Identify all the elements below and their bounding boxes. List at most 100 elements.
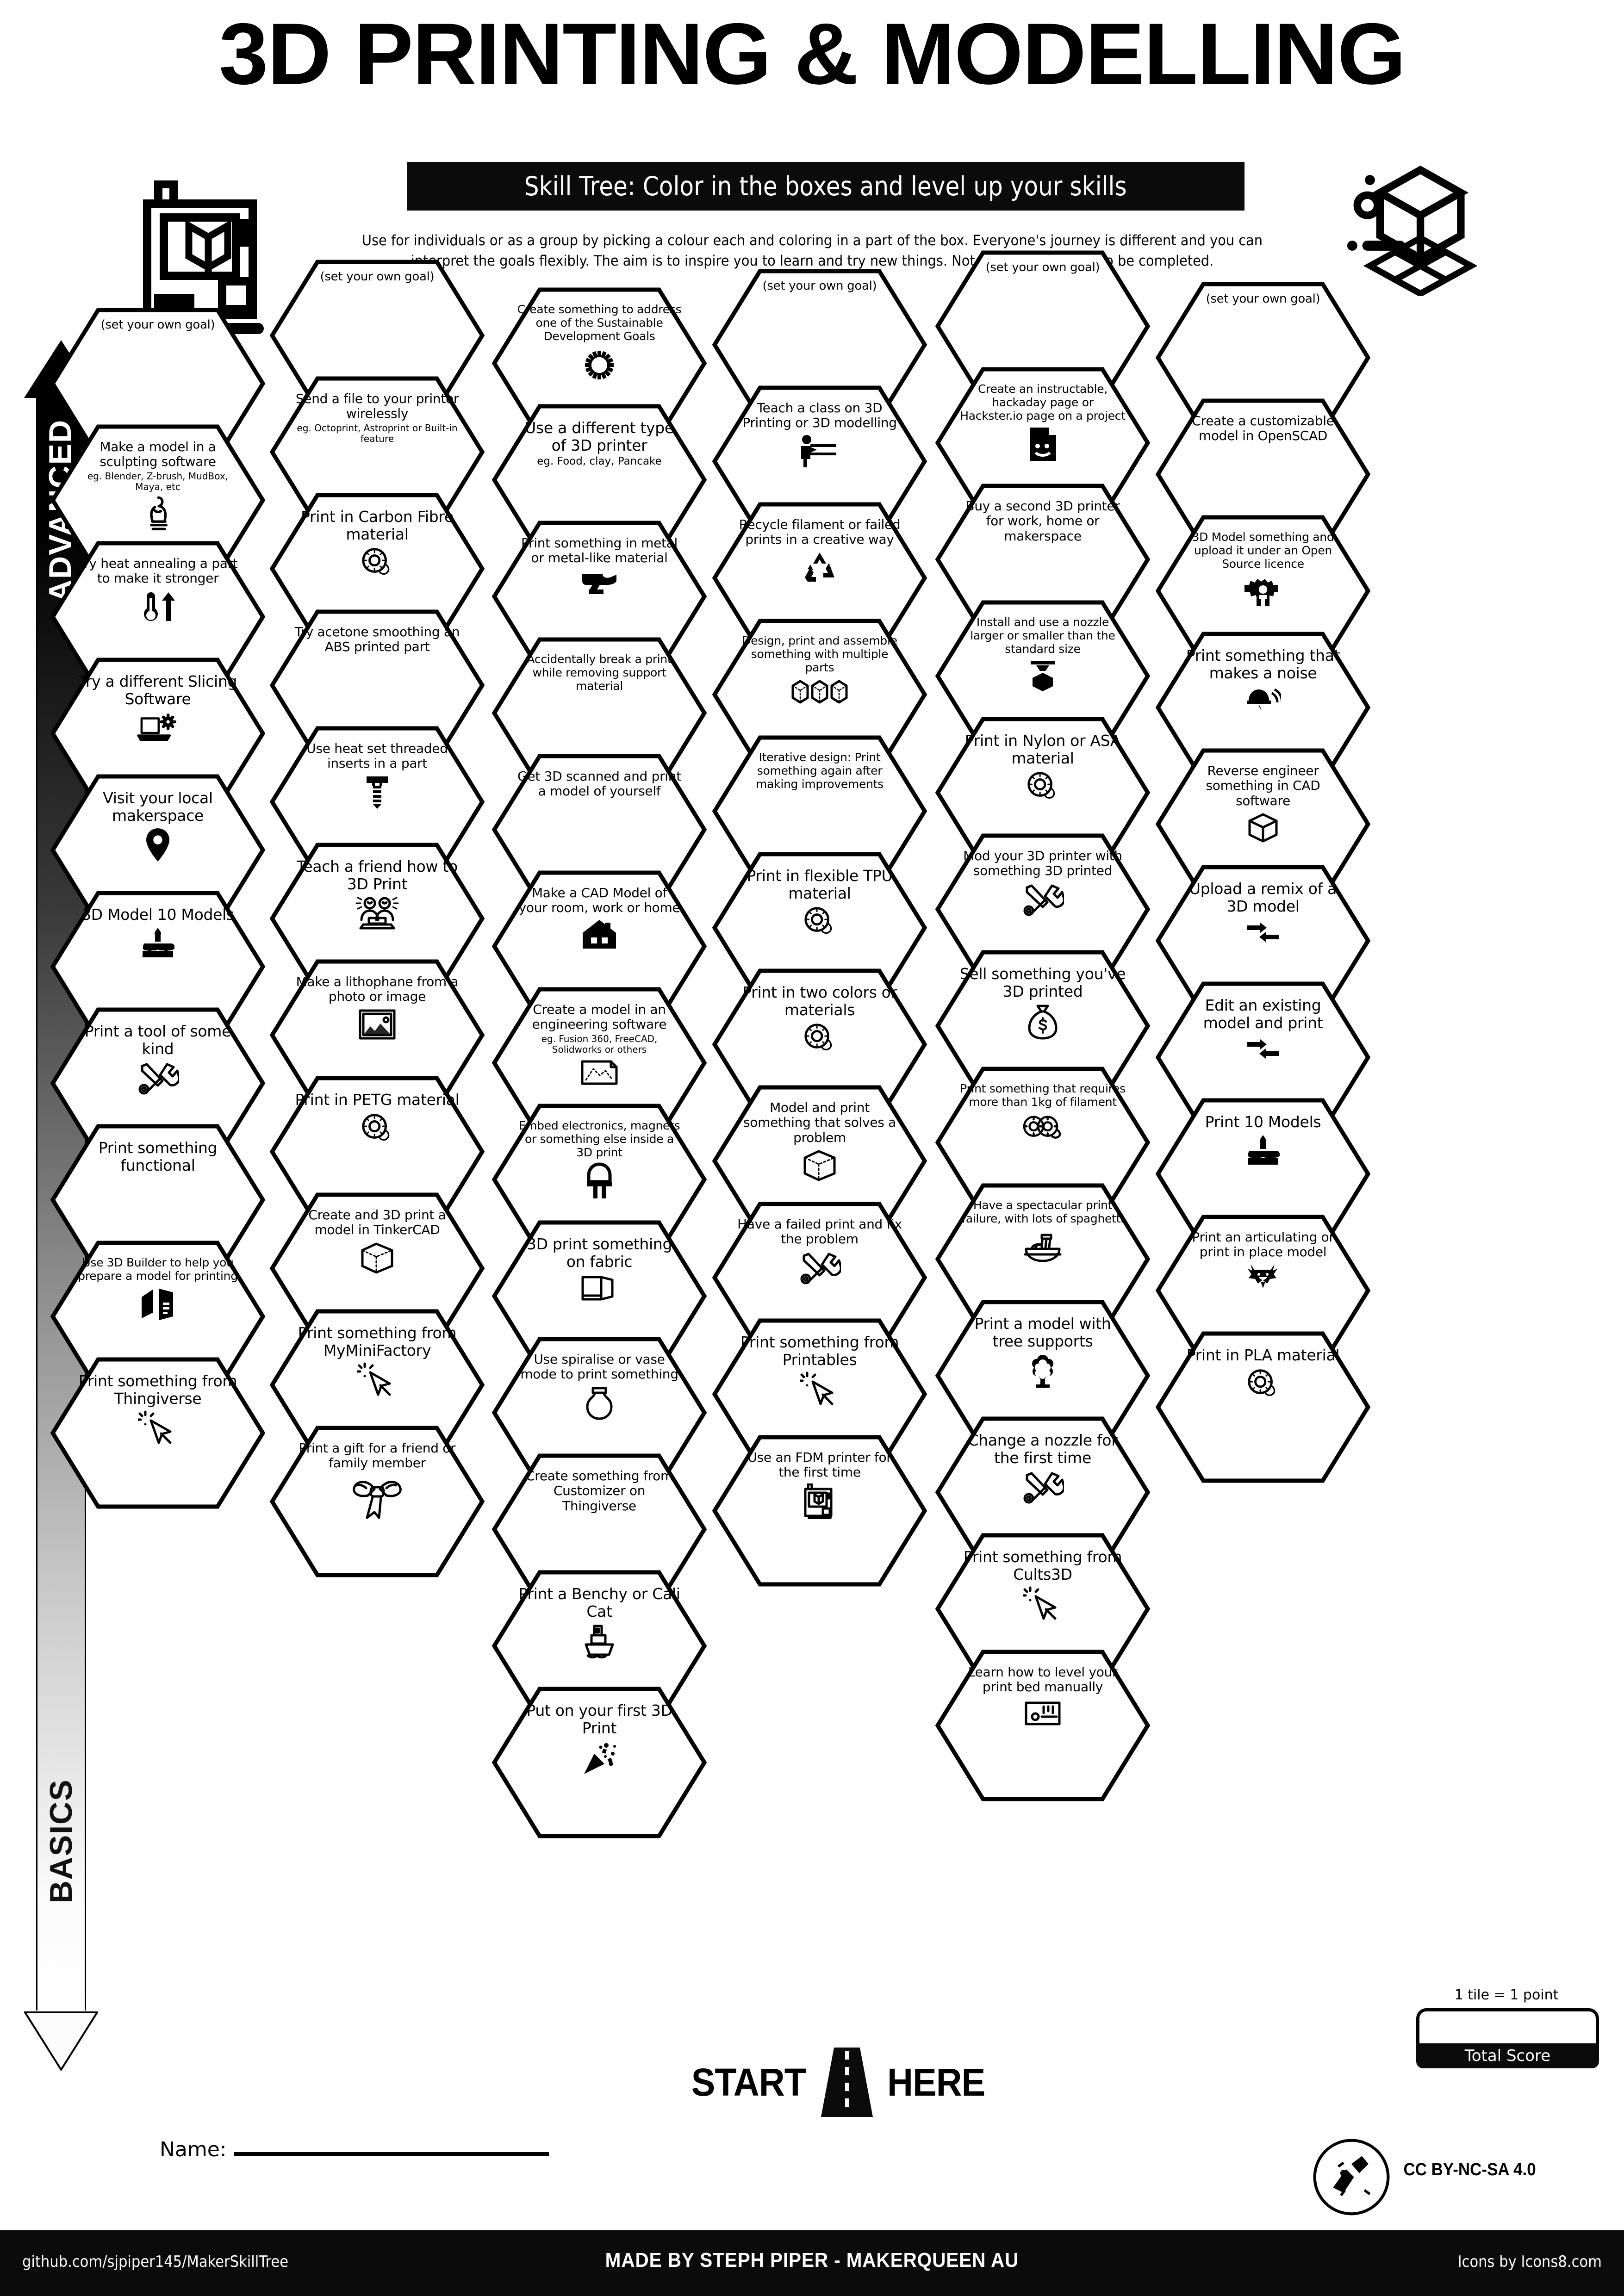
skill-tile-c5-modprinter[interactable]: Mod your 3D printer with something 3D pr… [935,833,1151,986]
skill-tile-c2-gift[interactable]: Print a gift for a friend or family memb… [269,1425,485,1578]
skill-tile-title: (set your own goal) [100,318,215,332]
laptop-gear-icon [135,711,180,744]
bed-level-icon [1023,1698,1062,1729]
skill-tile-c2-acetone[interactable]: Try acetone smoothing an ABS printed par… [269,609,485,762]
skill-tile-c1-makerspace[interactable]: Visit your local makerspace [50,774,266,926]
skill-tile-c3-breaking[interactable]: Accidentally break a print while removin… [492,637,707,789]
here-word: HERE [887,2060,985,2104]
skill-tile-title: Print something functional [98,1139,218,1174]
skill-tile-c3-metal[interactable]: Print something in metal or metal-like m… [492,520,707,673]
skill-tile-title: Get 3D scanned and print a model of your… [517,769,681,799]
skill-tile-title: Change a nozzle for the first time [968,1431,1118,1467]
skill-tile-c1-goal[interactable]: (set your own goal) [50,307,266,460]
skill-tile-c1-thingiverse[interactable]: Print something from Thingiverse [50,1357,266,1509]
skill-tile-c6-articulating[interactable]: Print an articulating or print in place … [1155,1214,1371,1367]
skill-tile-title: Create and 3D print a model in TinkerCAD [308,1207,446,1238]
skill-tile-title: Have a failed print and fix the problem [737,1216,902,1247]
skill-tile-c4-printables[interactable]: Print something from Printables [712,1318,927,1471]
skill-tile-title: Print a Benchy or Cali Cat [518,1585,680,1620]
skill-tile-c5-nozzlechange[interactable]: Change a nozzle for the first time [935,1416,1151,1569]
skill-tile-c3-printertype[interactable]: Use a different type of 3D printer eg. Fo… [492,403,707,556]
skill-tile-title: Model and print something that solves a … [743,1100,896,1145]
total-score-label: Total Score [1464,2047,1551,2065]
skill-tile-c5-cults3d[interactable]: Print something from Cults3D [935,1533,1151,1685]
skill-tile-c6-reverseeng[interactable]: Reverse engineer something in CAD softwa… [1155,748,1371,900]
skill-tile-c4-multipart[interactable]: Design, print and assemble something wit… [712,618,927,771]
skill-tile-c6-goal[interactable]: (set your own goal) [1155,281,1371,434]
thermometer-up-icon [138,590,178,625]
skill-tile-c6-editexisting[interactable]: Edit an existing model and print [1155,981,1371,1134]
skill-tile-c6-remix[interactable]: Upload a remix of a 3D model [1155,864,1371,1017]
skill-tile-title: (set your own goal) [320,270,435,284]
skill-tile-c5-spaghetti[interactable]: Have a spectacular print failure, with l… [935,1183,1151,1335]
nozzle-icon [1026,659,1059,692]
skill-tile-c5-1kg[interactable]: Print something that requires more than … [935,1066,1151,1219]
skill-tile-c4-solveproblem[interactable]: Model and print something that solves a … [712,1085,927,1237]
skill-tile-c3-scanned[interactable]: Get 3D scanned and print a model of your… [492,753,707,906]
skill-tile-c1-anneal[interactable]: Try heat annealing a part to make it str… [50,540,266,693]
cube-dotted-icon [800,1148,839,1183]
skill-tile-c2-myminifact[interactable]: Print something from MyMiniFactory [269,1309,485,1461]
skill-tile-c4-fdm[interactable]: Use an FDM printer for the first time [712,1434,927,1587]
skill-tile-title: Reverse engineer something in CAD softwa… [1206,763,1320,808]
footer-github-link[interactable]: github.com/sjpiper145/MakerSkillTree [22,2253,289,2271]
skill-tile-c4-teachclass[interactable]: Teach a class on 3D Printing or 3D model… [712,385,927,538]
skill-tile-c1-sculpt[interactable]: Make a model in a sculpting software eg. … [50,424,266,577]
road-icon [821,2048,873,2117]
skill-tile-title: Embed electronics, magnets or something … [518,1119,680,1159]
skill-tile-title: Teach a friend how to 3D Print [297,857,458,893]
skill-tile-c6-opensource[interactable]: 3D Model something and upload it under a… [1155,515,1371,667]
skill-tile-c2-tinkercad[interactable]: Create and 3D print a model in TinkerCAD [269,1192,485,1345]
skill-tile-title: Print in PLA material [1186,1346,1340,1364]
skill-tile-c3-embed[interactable]: Embed electronics, magnets or something … [492,1103,707,1256]
skill-tile-title: Print a gift for a friend or family memb… [299,1440,456,1471]
skill-tile-c2-petg[interactable]: Print in PETG material [269,1075,485,1228]
name-field[interactable]: Name: [160,2138,549,2161]
skill-tile-c6-pla[interactable]: Print in PLA material [1155,1331,1371,1483]
three-cubes-icon [790,677,849,708]
skill-tile-c6-noise[interactable]: Print something that makes a noise [1155,631,1371,784]
photo-icon [357,1008,397,1041]
cube-dotted-icon [358,1241,397,1275]
skill-tile-c2-lithophane[interactable]: Make a lithophane from a photo or image [269,959,485,1111]
skill-tile-c1-slicer[interactable]: Try a different Slicing Software [50,657,266,810]
tools-icon [137,1061,180,1098]
page-title: 3D PRINTING & MODELLING [218,5,1406,102]
license-text: CC BY-NC-SA 4.0 [1403,2160,1536,2179]
skill-tile-c4-twocolors[interactable]: Print in two colors or materials [712,968,927,1121]
bow-icon [348,1474,407,1520]
skill-tile-title: (set your own goal) [1206,292,1320,306]
skill-tile-c3-sdg[interactable]: Create something to address one of the S… [492,287,707,440]
skill-tile-c3-benchy[interactable]: Print a Benchy or Cali Cat [492,1570,707,1722]
filament-icon [802,1022,838,1054]
skill-tile-c5-sell[interactable]: Sell something you've 3D printed [935,949,1151,1102]
skill-tile-c3-firstprint[interactable]: Put on your first 3D Print [492,1686,707,1839]
skill-tile-c1-model10[interactable]: 3D Model 10 Models [50,890,266,1043]
led-icon [584,1162,615,1200]
skill-tile-c3-fabric[interactable]: 3D print something on fabric [492,1220,707,1372]
skill-tile-c5-goal[interactable]: (set your own goal) [935,250,1151,403]
two-people-laptop-icon [352,896,402,932]
name-input-rule[interactable] [234,2152,549,2156]
skill-tile-c2-carbon[interactable]: Print in Carbon Fibre material [269,492,485,645]
opensource-gear-icon [1243,574,1283,609]
footer-icons-credit[interactable]: Icons by Icons8.com [1457,2253,1602,2271]
skill-tile-c5-nylon[interactable]: Print in Nylon or ASA material [935,716,1151,869]
fabric-icon [580,1273,619,1303]
skill-tile-title: Edit an existing model and print [1203,996,1323,1032]
skill-tile-c5-secondprinter[interactable]: Buy a second 3D printer for work, home o… [935,483,1151,636]
tile-point-note: 1 tile = 1 point [1454,1987,1559,2003]
total-score-box[interactable]: 1 tile = 1 point Total Score [1416,1987,1599,2068]
skill-tile-c4-iterative[interactable]: Iterative design: Print something again … [712,735,927,887]
skill-tile-c2-teach[interactable]: Teach a friend how to 3D Print [269,842,485,995]
skill-tile-title: Sell something you've 3D printed [959,965,1126,1000]
skill-tile-title: Make a model in a sculpting software [100,439,216,470]
skill-tile-title: 3D print something on fabric [526,1235,672,1271]
skill-tile-title: Try a different Slicing Software [78,672,237,708]
skill-tile-c3-engsoftware[interactable]: Create a model in an engineering softwar… [492,987,707,1139]
skill-tile-c5-level[interactable]: Learn how to level your print bed manual… [935,1649,1151,1802]
map-pin-icon [144,827,171,863]
skill-tile-c5-nozzlesize[interactable]: Install and use a nozzle larger or small… [935,600,1151,752]
3dbuilder-icon [139,1286,177,1321]
skill-tile-subtitle: eg. Food, clay, Pancake [537,455,662,468]
